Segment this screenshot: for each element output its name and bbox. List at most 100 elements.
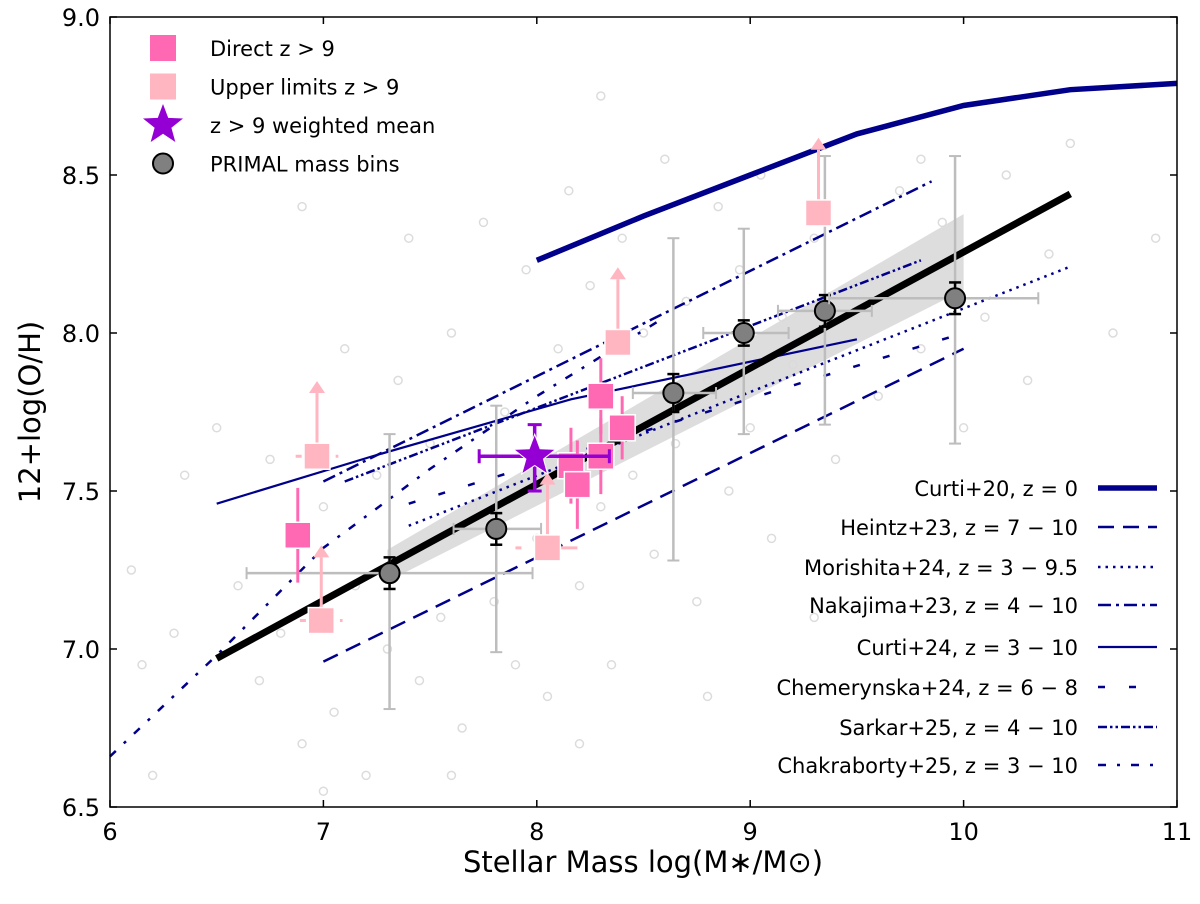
legend-square-icon xyxy=(150,35,176,61)
upper-limit-point xyxy=(533,534,562,562)
background-galaxy-point xyxy=(574,739,585,749)
background-galaxy-point xyxy=(564,186,574,196)
data-points xyxy=(245,137,1040,711)
background-galaxy-point xyxy=(670,438,681,449)
x-axis-label: Stellar Mass log(M∗/M⊙) xyxy=(463,845,823,879)
y-tick-label: 8.5 xyxy=(62,162,100,190)
legend-star-icon xyxy=(143,104,183,142)
background-galaxy-point xyxy=(958,423,969,433)
upper-limit-point xyxy=(307,606,336,635)
background-galaxy-point xyxy=(734,265,745,275)
background-galaxy-point xyxy=(596,502,606,512)
best-fit-line xyxy=(215,190,1072,662)
background-galaxy-point xyxy=(553,344,563,354)
legend-label: Nakajima+23, z = 4 − 10 xyxy=(809,594,1078,618)
legend-label: Curti+20, z = 0 xyxy=(914,477,1078,501)
axis-ticks: 6 7 8 9 10 11 6.5 7.0 7.5 8.0 8.5 9.0 xyxy=(62,4,1192,846)
upper-limit-arrow-icon xyxy=(609,267,626,280)
direct-point xyxy=(587,382,615,410)
background-galaxy-point xyxy=(510,660,521,670)
legend-label: Heintz+23, z = 7 − 10 xyxy=(840,516,1078,540)
fit-line xyxy=(215,190,1072,662)
y-tick-label: 9.0 xyxy=(62,4,100,32)
background-galaxy-point xyxy=(275,628,286,638)
background-galaxy-point xyxy=(233,581,243,591)
background-galaxy-point xyxy=(830,454,841,465)
background-galaxy-point xyxy=(404,233,414,243)
x-tick-label: 7 xyxy=(316,818,331,846)
background-galaxy-point xyxy=(873,391,883,401)
upper-limit-point xyxy=(303,442,331,470)
x-tick-label: 11 xyxy=(1162,818,1193,846)
background-galaxy-point xyxy=(628,470,638,480)
legend-label: z > 9 weighted mean xyxy=(210,114,435,138)
background-galaxy-point xyxy=(649,549,659,559)
primal-mass-bin-point xyxy=(813,299,836,322)
upper-limit-arrow-icon xyxy=(539,472,556,485)
background-galaxy-point xyxy=(329,707,339,717)
background-galaxy-point xyxy=(574,581,585,591)
direct-point xyxy=(563,470,592,499)
legend-label: Chakraborty+25, z = 3 − 10 xyxy=(777,754,1078,778)
background-galaxy-point xyxy=(382,644,393,654)
y-tick-label: 7.0 xyxy=(62,636,100,664)
background-galaxy-point xyxy=(617,233,627,243)
background-galaxy-point xyxy=(766,533,777,544)
background-galaxy-point xyxy=(372,470,382,480)
x-tick-label: 9 xyxy=(743,818,758,846)
background-galaxy-point xyxy=(542,691,553,702)
legend-circle-icon xyxy=(152,152,174,175)
legend-label: Curti+24, z = 3 − 10 xyxy=(857,636,1078,660)
background-galaxy-point xyxy=(916,344,926,354)
background-galaxy-point xyxy=(980,312,990,322)
relation-line-chakraborty xyxy=(109,316,666,758)
relation-line-curti xyxy=(216,338,858,505)
background-galaxy-point xyxy=(457,723,467,733)
background-galaxy-point xyxy=(596,91,606,101)
background-galaxy-point xyxy=(339,344,350,354)
legend-square-icon xyxy=(150,73,176,100)
primal-mass-bin-point xyxy=(485,517,508,540)
background-galaxy-point xyxy=(147,770,158,781)
background-galaxy-point xyxy=(1108,328,1118,338)
background-points xyxy=(126,91,1161,796)
background-galaxy-point xyxy=(1150,233,1161,243)
upper-limit-arrow-icon xyxy=(810,137,827,150)
primal-mass-bin-point xyxy=(732,322,755,344)
background-galaxy-point xyxy=(169,628,179,638)
background-galaxy-point xyxy=(179,470,190,480)
relations-legend: Curti+20, z = 0 Heintz+23, z = 7 − 10 Mori… xyxy=(776,477,1157,778)
upper-limit-point xyxy=(804,199,833,227)
marker-legend: Direct z > 9 Upper limits z > 9 z > 9 weig… xyxy=(143,35,435,177)
background-galaxy-point xyxy=(894,186,905,196)
background-galaxy-point xyxy=(724,486,734,496)
background-galaxy-point xyxy=(318,502,329,512)
background-galaxy-point xyxy=(297,201,307,212)
background-galaxy-point xyxy=(318,786,329,796)
legend-label: Sarkar+25, z = 4 − 10 xyxy=(839,716,1078,740)
plot-frame xyxy=(109,16,1178,808)
background-galaxy-point xyxy=(1065,138,1076,149)
background-galaxy-point xyxy=(361,770,371,781)
background-galaxy-point xyxy=(414,675,425,686)
background-galaxy-point xyxy=(446,328,457,338)
background-galaxy-point xyxy=(937,217,948,228)
background-galaxy-point xyxy=(436,612,446,623)
background-galaxy-point xyxy=(916,154,926,164)
background-galaxy-point xyxy=(393,375,403,386)
legend-label: Upper limits z > 9 xyxy=(210,76,399,100)
background-galaxy-point xyxy=(446,770,457,781)
primal-mass-bin-point xyxy=(944,287,967,310)
relation-line-heintz xyxy=(322,347,965,663)
direct-point xyxy=(284,521,312,549)
background-galaxy-point xyxy=(660,154,670,164)
background-galaxy-point xyxy=(1001,170,1012,180)
background-galaxy-point xyxy=(297,739,307,749)
weighted-mean-star-icon xyxy=(512,432,557,476)
primal-mass-bin-point xyxy=(662,382,685,405)
background-galaxy-point xyxy=(713,201,723,212)
upper-limit-arrow-icon xyxy=(313,545,330,558)
background-galaxy-point xyxy=(1044,249,1054,259)
background-galaxy-point xyxy=(265,454,275,465)
